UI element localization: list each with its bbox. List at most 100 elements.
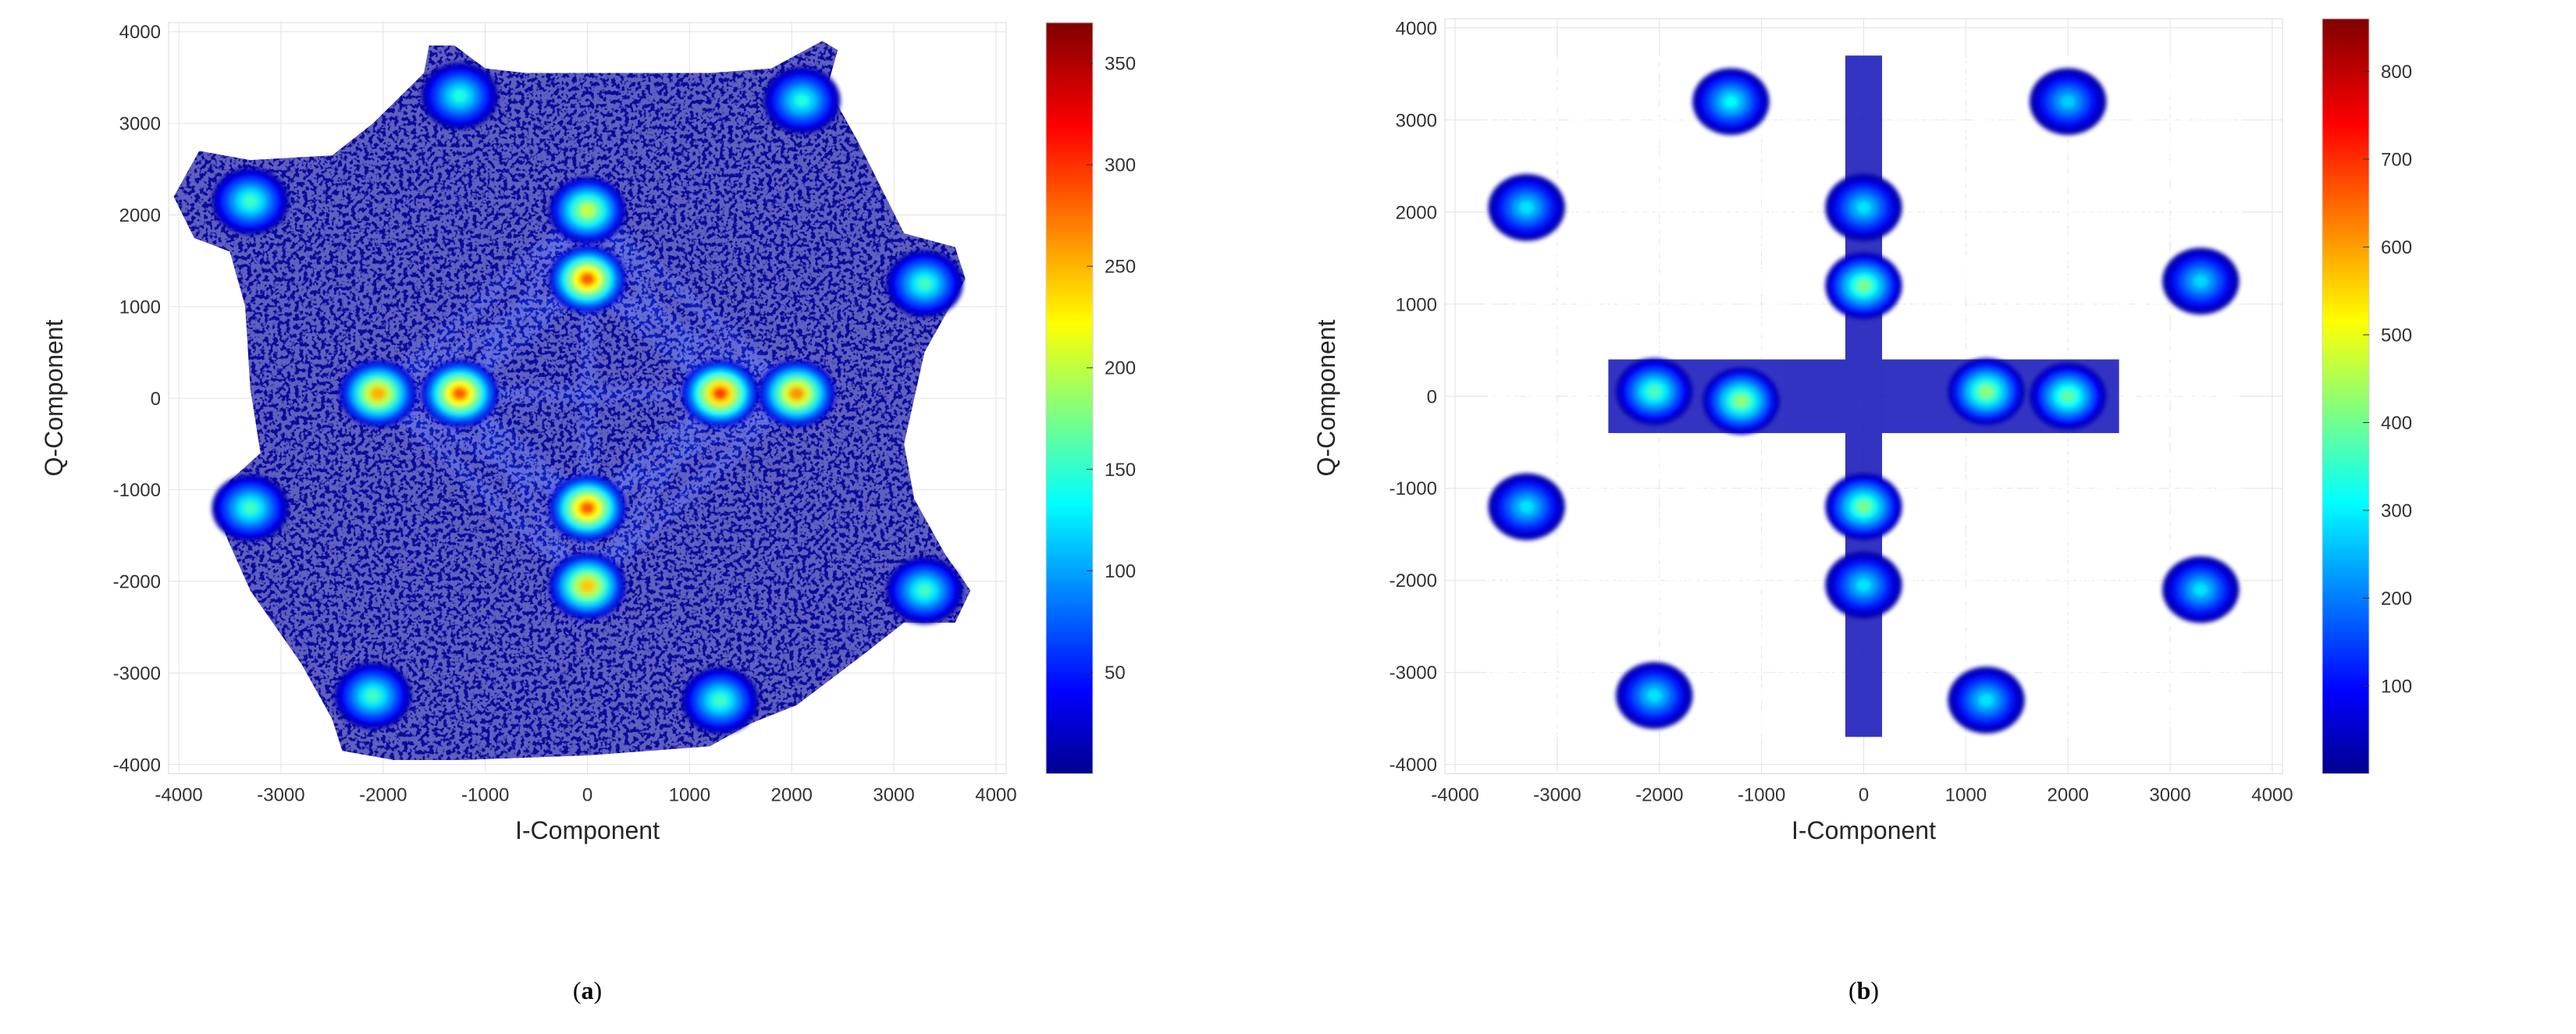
y-axis-label-b: Q-Component [1312, 319, 1340, 476]
y-tick-label: -1000 [1389, 478, 1437, 499]
colorbar-tick-label: 100 [1105, 561, 1136, 582]
colorbar-tick-label: 400 [2381, 413, 2412, 434]
cluster [1488, 174, 1565, 241]
x-tick-label: -1000 [461, 785, 509, 806]
x-tick-label: 1000 [669, 785, 710, 806]
colorbar-tick-label: 50 [1105, 663, 1126, 684]
cluster [1616, 358, 1693, 425]
y-tick-labels-a: -4000 -3000 -2000 -1000 0 1000 2000 3000 4000 [113, 22, 161, 776]
cluster [1692, 68, 1770, 136]
cluster-level [579, 272, 596, 286]
cluster-level [452, 386, 468, 400]
y-tick-label: -2000 [1389, 570, 1437, 592]
x-tick-label: 2000 [2048, 785, 2089, 806]
heatmap-b [1485, 55, 2242, 737]
colorbar-b [2322, 18, 2370, 774]
y-tick-label: 1000 [1396, 294, 1437, 315]
x-tick-label: 4000 [2251, 785, 2293, 806]
cluster [763, 66, 841, 134]
x-tick-label: 4000 [975, 785, 1016, 806]
x-tick-label: 3000 [2149, 785, 2190, 806]
colorbar-tick-label: 350 [1105, 54, 1136, 75]
cluster-level [794, 94, 810, 108]
x-tick-label: 1000 [1945, 785, 1987, 806]
heatmap-a [173, 41, 971, 760]
cluster-level [579, 204, 596, 218]
y-tick-label: 2000 [119, 205, 161, 226]
cluster [549, 474, 626, 542]
y-tick-label: -3000 [1389, 663, 1437, 684]
x-tick-label: 0 [582, 785, 592, 806]
cluster [886, 250, 963, 318]
colorbar-tick-label: 200 [2381, 588, 2412, 609]
x-tick-label: -3000 [257, 785, 304, 806]
x-tick-label: 2000 [771, 785, 813, 806]
cluster [212, 474, 289, 542]
panel-a: -4000 -3000 -2000 -1000 0 1000 2000 3000 4000 -4… [40, 22, 1136, 1004]
panel-label-a: (a) [573, 976, 602, 1004]
cluster-level [1646, 385, 1663, 399]
x-tick-labels-b: -4000 -3000 -2000 -1000 0 1000 2000 3000 4000 [1431, 785, 2293, 806]
cluster [1488, 473, 1565, 541]
cluster-level [365, 689, 381, 703]
cluster [681, 666, 759, 734]
x-axis-label-a: I-Component [515, 816, 660, 844]
cluster-level [452, 89, 468, 103]
colorbar-a [1045, 22, 1094, 774]
cluster-level [1856, 499, 1872, 513]
cluster [1948, 666, 2025, 734]
y-tick-label: -4000 [1389, 755, 1437, 776]
cluster [1616, 662, 1693, 730]
colorbar-tick-label: 300 [2381, 501, 2412, 522]
x-tick-labels-a: -4000 -3000 -2000 -1000 0 1000 2000 3000 4000 [155, 785, 1016, 806]
cluster [212, 168, 289, 235]
colorbar-tick-label: 200 [1105, 358, 1136, 379]
panel-label-b: (b) [1848, 976, 1879, 1004]
cluster [681, 360, 759, 428]
cluster-level [370, 386, 386, 400]
cluster-level [1723, 94, 1739, 108]
colorbar-tick-label: 600 [2381, 237, 2412, 258]
x-tick-label: -4000 [1431, 785, 1478, 806]
cluster [421, 62, 499, 130]
y-tick-label: 0 [1427, 386, 1437, 407]
cluster-level [1856, 279, 1872, 293]
cluster [1825, 252, 1902, 319]
cluster [549, 553, 626, 620]
cluster-level [2060, 94, 2076, 108]
cluster-level [2060, 389, 2076, 403]
x-tick-label: 3000 [873, 785, 914, 806]
cluster [2162, 556, 2240, 624]
cluster [2029, 362, 2107, 430]
cluster-level [712, 694, 728, 708]
cluster [549, 176, 626, 244]
cluster [421, 360, 499, 428]
cluster-level [2193, 274, 2209, 288]
y-tick-label: 3000 [119, 114, 161, 135]
colorbar-tick-labels-b: 100 200 300 400 500 600 700 800 [2363, 62, 2412, 698]
cluster-level [712, 386, 728, 400]
x-tick-label: -3000 [1533, 785, 1581, 806]
y-tick-label: -3000 [113, 663, 161, 684]
cluster-level [1733, 394, 1749, 408]
cluster-level [579, 501, 596, 515]
cluster-level [1518, 499, 1535, 513]
colorbar-tick-label: 500 [2381, 325, 2412, 346]
cluster [758, 360, 835, 428]
x-tick-label: -2000 [1635, 785, 1683, 806]
cluster [886, 556, 963, 624]
plot-frame-b [1444, 18, 2283, 774]
x-tick-label: 0 [1859, 785, 1869, 806]
cluster-level [1856, 201, 1872, 215]
cluster [1703, 367, 1780, 435]
y-tick-label: 2000 [1396, 202, 1437, 223]
colorbar-tick-label: 800 [2381, 62, 2412, 83]
cluster [549, 245, 626, 313]
cluster-level [579, 579, 596, 593]
cluster [334, 662, 411, 730]
x-tick-label: -2000 [359, 785, 407, 806]
cluster [340, 360, 417, 428]
cluster [1825, 473, 1902, 541]
x-tick-label: -4000 [155, 785, 202, 806]
